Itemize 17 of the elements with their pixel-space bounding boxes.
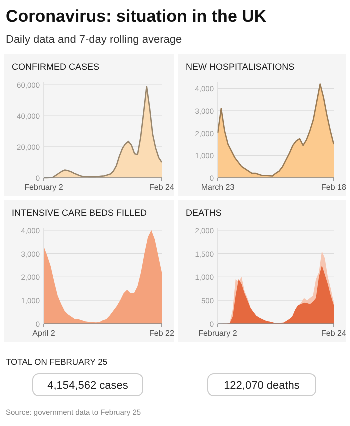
text: 122,070 deaths: [224, 380, 300, 392]
x-tick-label: February 2: [24, 183, 64, 192]
chart-title: NEW HOSPITALISATIONS: [186, 62, 295, 72]
x-tick-label: Feb 22: [150, 329, 176, 338]
x-tick-label: February 2: [198, 329, 238, 338]
x-tick-label: March 23: [201, 183, 236, 192]
text: 4,154,562 cases: [48, 380, 129, 392]
x-tick-label: Feb 24: [322, 329, 348, 338]
chart-title: CONFIRMED CASES: [12, 62, 100, 72]
text: Coronavirus: situation in the UK: [6, 7, 268, 26]
text: TOTAL ON FEBRUARY 25: [6, 357, 108, 367]
chart-title: DEATHS: [186, 208, 222, 218]
x-tick-label: Feb 18: [322, 183, 348, 192]
text: Daily data and 7-day rolling average: [6, 34, 182, 46]
x-tick-label: April 2: [32, 329, 56, 338]
x-tick-label: Feb 24: [150, 183, 176, 192]
chart-title: INTENSIVE CARE BEDS FILLED: [12, 208, 148, 218]
